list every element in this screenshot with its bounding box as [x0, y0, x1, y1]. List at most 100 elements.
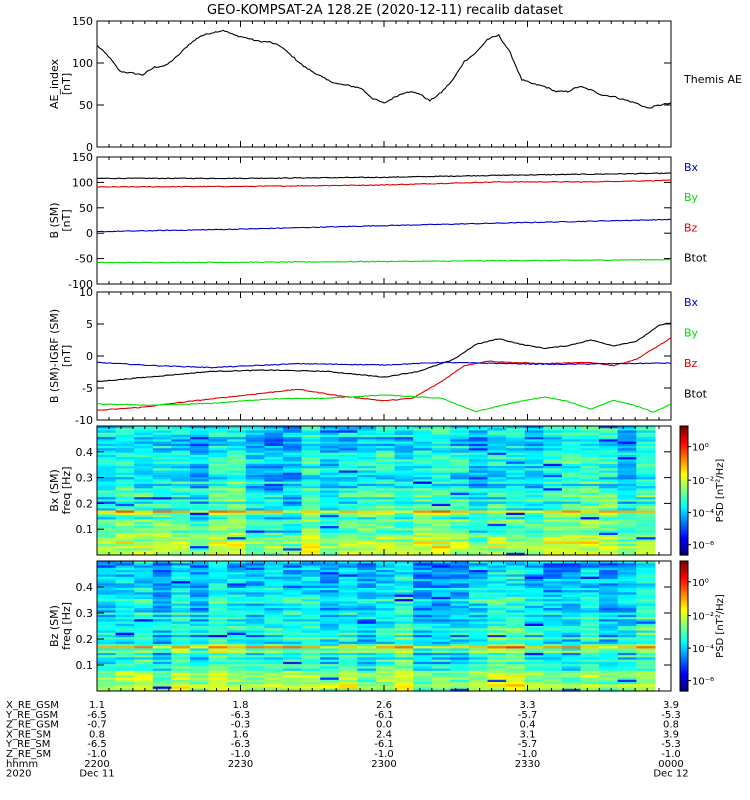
- colorbar-cell: [680, 567, 688, 571]
- ephemeris-value: Dec 11: [79, 769, 114, 780]
- spectrogram-cell: [468, 463, 489, 467]
- spectrogram-cell: [320, 675, 340, 679]
- y-axis-unit: [nT]: [60, 345, 73, 367]
- colorbar-cell: [680, 462, 688, 466]
- spectrogram-cell: [487, 639, 507, 643]
- spectrogram-cell: [561, 563, 582, 567]
- spectrogram-cell: [282, 583, 303, 587]
- spectrogram-cell: [115, 561, 135, 564]
- spectrogram-cell: [580, 673, 600, 676]
- spectrogram-cell: [152, 448, 172, 452]
- spectrogram-cell: [115, 655, 135, 658]
- spectrogram-cell: [580, 612, 600, 616]
- spectrogram-cell: [617, 585, 637, 589]
- spectrogram-cell: [506, 565, 526, 569]
- spectrogram-cell: [543, 439, 563, 443]
- spectrogram-cell: [264, 488, 284, 492]
- spectrogram-cell: [636, 666, 656, 670]
- spectrogram-cell: [245, 623, 265, 627]
- spectrogram-cell: [524, 677, 544, 681]
- spectrogram-cell: [264, 521, 284, 525]
- spectrogram-cell: [394, 679, 414, 683]
- spectrogram-cell: [543, 572, 563, 576]
- spectrogram-cell: [561, 483, 582, 487]
- spectrogram-cell: [97, 434, 117, 438]
- spectrogram-cell: [636, 679, 656, 683]
- colorbar-cell: [680, 542, 688, 545]
- spectrogram-cell: [320, 664, 340, 667]
- spectrogram-cell: [115, 472, 135, 476]
- spectrogram-cell: [171, 643, 191, 647]
- spectrogram-cell: [301, 463, 321, 467]
- spectrogram-cell: [282, 612, 303, 616]
- spectrogram-cell: [301, 592, 321, 596]
- spectrogram-cell: [450, 666, 470, 670]
- spectrogram-cell: [413, 448, 433, 452]
- spectrogram-cell: [357, 426, 377, 429]
- spectrogram-cell: [338, 457, 358, 460]
- spectrogram-cell: [171, 578, 191, 582]
- spectrogram-cell: [320, 619, 340, 623]
- spectrogram-cell: [320, 648, 340, 652]
- spectrogram-cell: [282, 628, 303, 632]
- spectrogram-cell: [264, 670, 284, 674]
- spectrogram-cell: [375, 472, 396, 476]
- spectrogram-cell: [431, 521, 451, 525]
- spectrogram-cell: [394, 452, 414, 456]
- spectrogram-cell: [450, 664, 470, 667]
- spectrogram-cell: [320, 537, 340, 541]
- series-line-btot: [96, 172, 672, 180]
- spectrogram-cell: [208, 439, 228, 443]
- spectrogram-cell: [152, 639, 172, 643]
- spectrogram-cell: [245, 668, 265, 672]
- spectrogram-cell: [282, 652, 303, 656]
- spectrogram-cell: [636, 510, 656, 514]
- spectrogram-cell: [171, 612, 191, 616]
- spectrogram-cell: [375, 432, 396, 436]
- spectrogram-cell: [152, 587, 172, 591]
- spectrogram-cell: [152, 623, 172, 627]
- spectrogram-cell: [431, 675, 451, 679]
- spectrogram-cell: [97, 508, 117, 512]
- spectrogram-cell: [320, 612, 340, 616]
- spectrogram-cell: [245, 634, 265, 638]
- spectrogram-cell: [171, 428, 191, 432]
- spectrogram-cell: [580, 530, 600, 534]
- spectrogram-cell: [617, 437, 637, 440]
- spectrogram-cell: [543, 454, 563, 458]
- spectrogram-cell: [431, 619, 451, 623]
- spectrogram-cell: [357, 459, 377, 463]
- spectrogram-cell: [599, 550, 619, 554]
- colorbar-cell: [680, 617, 688, 621]
- spectrogram-cell: [375, 477, 396, 480]
- spectrogram-cell: [413, 523, 433, 527]
- spectrogram-cell: [208, 434, 228, 438]
- spectrogram-cell: [543, 452, 563, 456]
- y-tick-label: 10: [79, 286, 93, 299]
- spectrogram-cell: [245, 682, 265, 685]
- spectrogram-cell: [524, 621, 544, 625]
- spectrogram-cell: [171, 490, 191, 494]
- spectrogram-cell: [189, 479, 210, 483]
- spectrogram-cell: [320, 514, 340, 518]
- spectrogram-cell: [599, 448, 619, 452]
- spectrogram-cell: [617, 666, 637, 670]
- colorbar-cell: [680, 514, 688, 517]
- spectrogram-cell: [617, 552, 637, 556]
- spectrogram-cell: [189, 650, 210, 654]
- spectrogram-cell: [487, 601, 507, 605]
- spectrogram-cell: [468, 541, 489, 545]
- spectrogram-cell: [301, 448, 321, 452]
- spectrogram-cell: [152, 563, 172, 567]
- spectrogram-cell: [413, 605, 433, 609]
- spectrogram-cell: [152, 686, 172, 690]
- spectrogram-cell: [468, 548, 489, 552]
- spectrogram-cell: [543, 550, 563, 554]
- spectrogram-cell: [189, 499, 210, 503]
- spectrogram-cell: [301, 537, 321, 541]
- spectrogram-cell: [189, 506, 210, 509]
- spectrogram-cell: [97, 621, 117, 625]
- spectrogram-cell: [487, 463, 507, 467]
- spectrogram-cell: [301, 639, 321, 643]
- colorbar-cell: [680, 591, 688, 595]
